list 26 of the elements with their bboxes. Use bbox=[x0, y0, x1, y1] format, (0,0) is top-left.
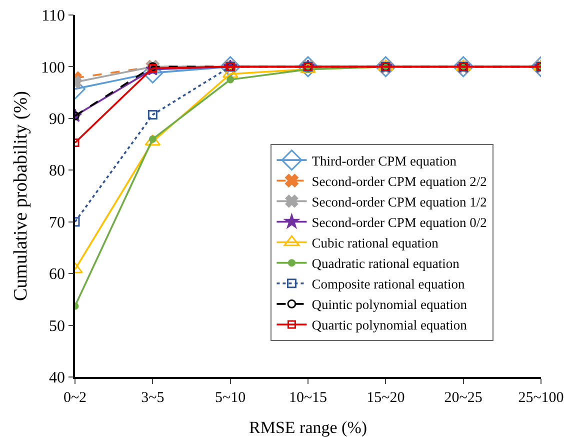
x-tick-label: 20~25 bbox=[444, 390, 482, 406]
legend-label: Second-order CPM equation 2/2 bbox=[312, 174, 487, 189]
y-tick-label: 70 bbox=[49, 214, 66, 232]
legend-label: Quadratic rational equation bbox=[312, 256, 460, 272]
x-axis-title: RMSE range (%) bbox=[248, 418, 368, 437]
x-tick-label: 5~10 bbox=[215, 390, 246, 406]
y-tick-label: 80 bbox=[49, 162, 66, 180]
legend-label: Cubic rational equation bbox=[312, 236, 439, 251]
x-tick-label: 3~5 bbox=[141, 390, 164, 406]
y-axis-title: Cumulative probability (%) bbox=[10, 90, 32, 302]
x-tick-label: 15~20 bbox=[366, 390, 405, 406]
y-tick-label: 90 bbox=[49, 111, 66, 128]
x-tick-label: 25~100 bbox=[518, 390, 564, 406]
x-tick-label: 0~2 bbox=[63, 390, 87, 406]
legend-label: Composite rational equation bbox=[312, 276, 465, 292]
y-tick-label: 50 bbox=[49, 318, 66, 335]
legend-label: Quartic polynomial equation bbox=[312, 318, 468, 333]
legend-label: Second-order CPM equation 0/2 bbox=[312, 214, 487, 230]
y-tick-label: 110 bbox=[42, 8, 66, 25]
legend-label: Quintic polynomial equation bbox=[312, 297, 468, 312]
x-tick-label: 10~15 bbox=[288, 390, 328, 406]
y-tick-label: 100 bbox=[41, 59, 66, 76]
legend-label: Second-order CPM equation 1/2 bbox=[312, 194, 487, 210]
y-tick-label: 60 bbox=[49, 266, 66, 284]
y-tick-label: 40 bbox=[49, 370, 66, 387]
legend-label: Third-order CPM equation bbox=[312, 153, 457, 168]
